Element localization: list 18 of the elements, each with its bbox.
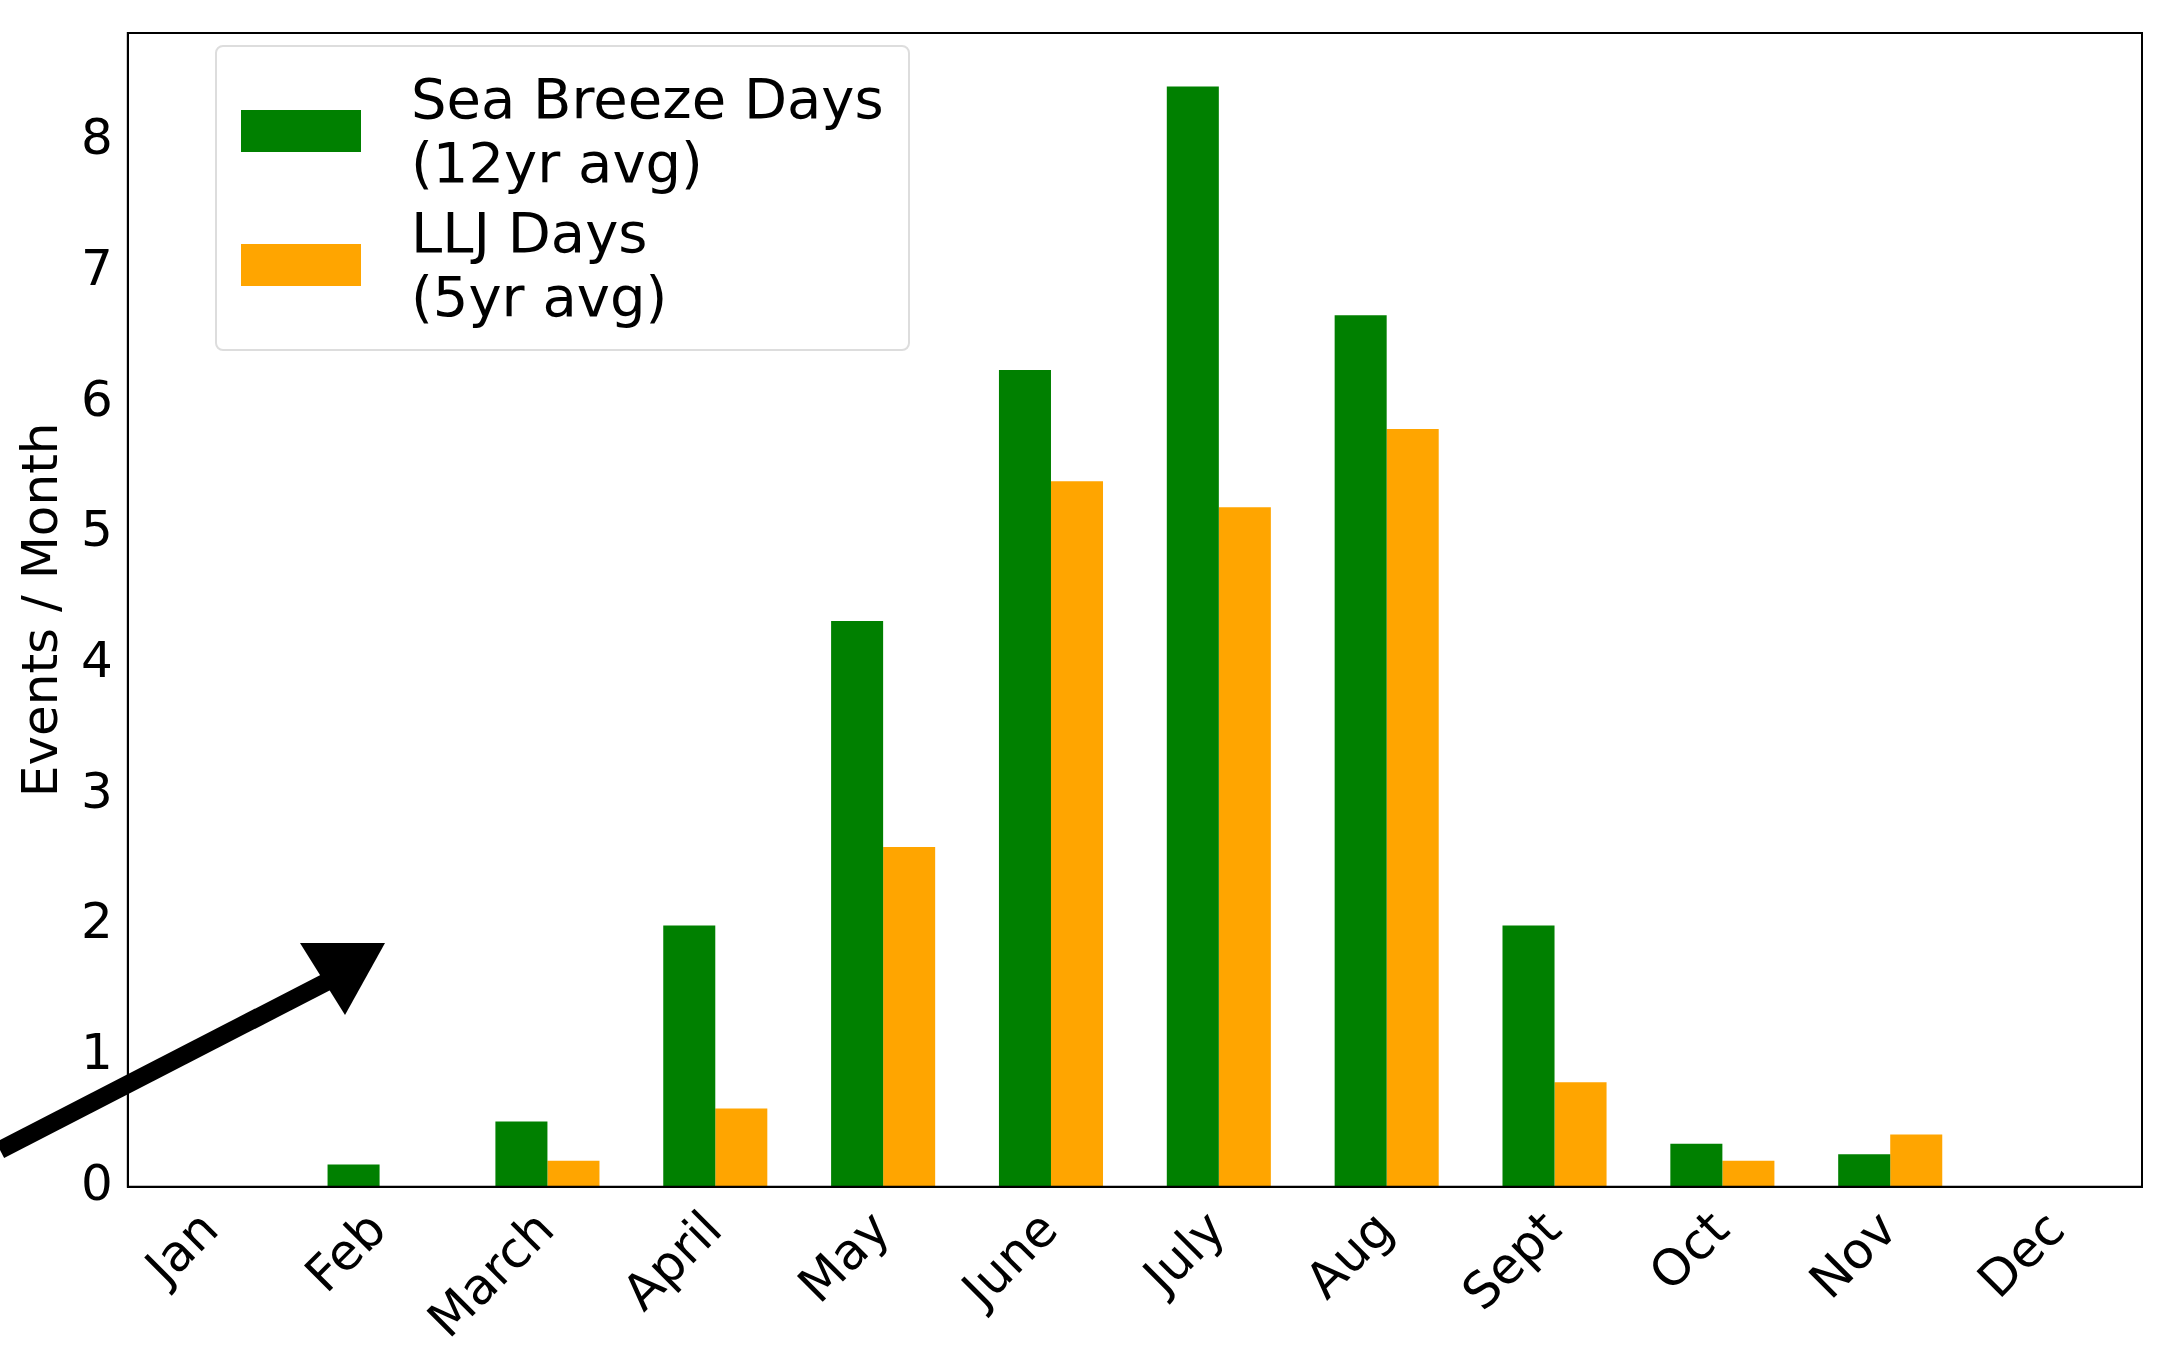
y-tick-label: 2 <box>81 892 113 951</box>
y-tick-label: 5 <box>81 500 113 559</box>
legend-label: Sea Breeze Days (12yr avg) <box>411 66 884 195</box>
y-tick-label: 4 <box>81 631 113 690</box>
y-tick-label: 8 <box>81 108 113 167</box>
y-tick-label: 7 <box>81 239 113 298</box>
x-tick-label: Nov <box>1797 1199 1908 1310</box>
x-tick-label: Feb <box>293 1199 398 1304</box>
legend-label: LLJ Days (5yr avg) <box>411 200 668 329</box>
x-tick-label: Jan <box>131 1199 230 1298</box>
y-tick-label: 3 <box>81 761 113 820</box>
y-tick-label: 0 <box>81 1153 113 1212</box>
y-tick-label: 1 <box>81 1023 113 1082</box>
y-tick-label: 6 <box>81 369 113 428</box>
x-tick-label: Dec <box>1966 1199 2076 1310</box>
x-tick-label: Oct <box>1637 1199 1741 1302</box>
y-axis-title: Events / Month <box>10 422 69 798</box>
x-tick-label: Aug <box>1294 1199 1405 1310</box>
